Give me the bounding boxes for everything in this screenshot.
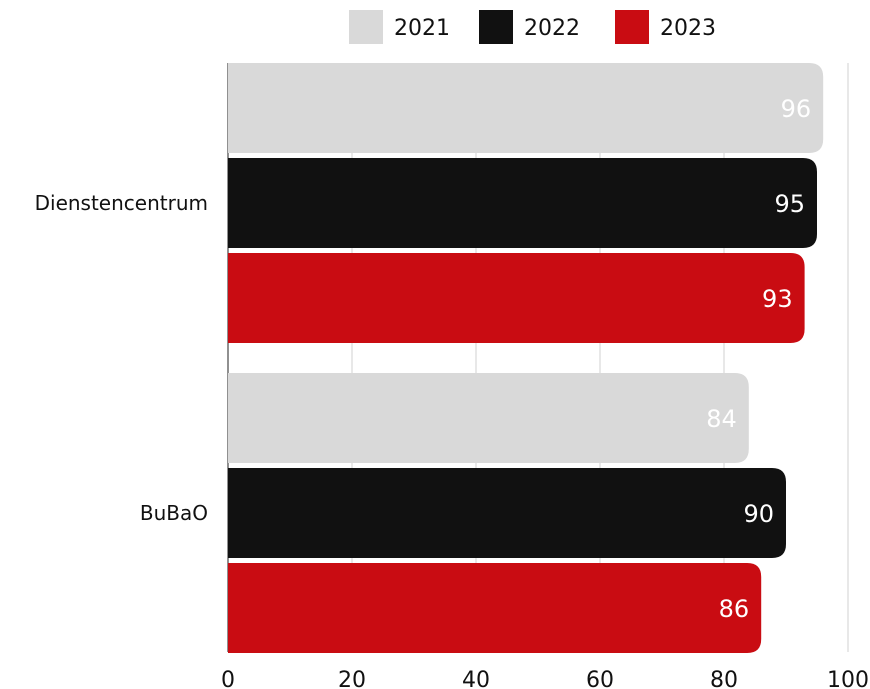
legend-label: 2021 bbox=[394, 16, 450, 41]
category-label: BuBaO bbox=[140, 501, 208, 525]
x-tick-label: 40 bbox=[462, 668, 490, 689]
bar bbox=[228, 373, 749, 463]
bar bbox=[228, 468, 786, 558]
legend-swatch bbox=[349, 10, 383, 44]
x-tick-label: 60 bbox=[586, 668, 614, 689]
x-tick-label: 20 bbox=[338, 668, 366, 689]
legend-swatch bbox=[479, 10, 513, 44]
legend: 2021 2022 2023 bbox=[349, 10, 716, 44]
legend-label: 2023 bbox=[660, 16, 716, 41]
data-label: 95 bbox=[774, 190, 805, 218]
legend-swatch bbox=[615, 10, 649, 44]
data-label: 90 bbox=[743, 500, 774, 528]
data-label: 86 bbox=[719, 595, 750, 623]
bar bbox=[228, 563, 762, 653]
bar bbox=[228, 63, 824, 153]
legend-label: 2022 bbox=[524, 16, 580, 41]
x-tick-label: 0 bbox=[221, 668, 235, 689]
data-label: 93 bbox=[762, 285, 793, 313]
bar bbox=[228, 158, 817, 248]
data-label: 84 bbox=[706, 405, 737, 433]
x-tick-label: 100 bbox=[827, 668, 869, 689]
bars: 96 95 93 84 90 86 bbox=[228, 63, 824, 653]
x-tick-label: 80 bbox=[710, 668, 738, 689]
category-label: Dienstencentrum bbox=[35, 191, 208, 215]
bar bbox=[228, 253, 805, 343]
data-label: 96 bbox=[781, 95, 812, 123]
axes: 0 20 40 60 80 100 Dienstencentrum BuBaO bbox=[35, 191, 869, 689]
